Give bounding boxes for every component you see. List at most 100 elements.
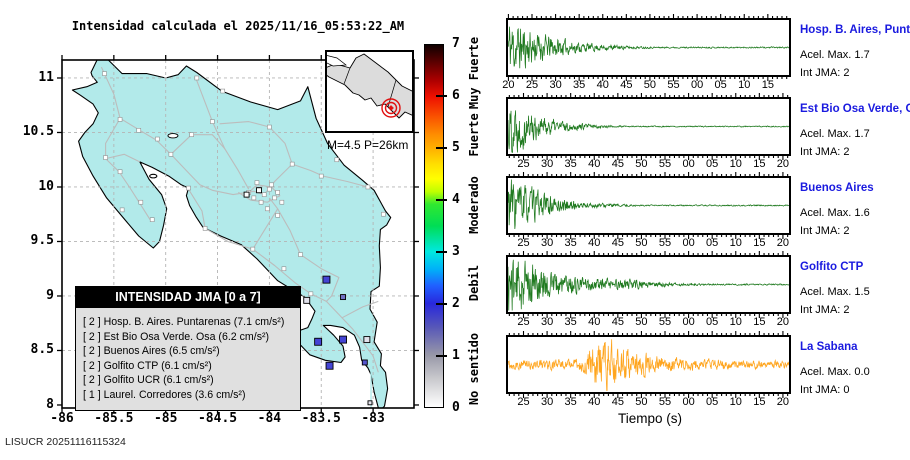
map-y-tick-label: 11 — [38, 69, 54, 85]
waveform-acel-max: Acel. Max. 0.0 — [800, 366, 870, 378]
map-x-tick-label: -83.5 — [301, 411, 341, 426]
colorbar-tick — [436, 147, 447, 149]
waveform-trace — [508, 110, 789, 154]
waveform-tick-label: 05 — [706, 396, 719, 408]
station-markers — [102, 71, 386, 297]
map-x-tick-label: -84.5 — [197, 411, 238, 426]
inset-map-graphic — [324, 53, 415, 119]
waveform-plot-1 — [506, 93, 791, 160]
waveform-trace — [508, 26, 789, 69]
station-dot — [202, 226, 208, 231]
map-x-tick-label: -83 — [361, 411, 385, 426]
waveform-tick-label: 20 — [776, 237, 790, 249]
waveform-tick-label: 10 — [729, 237, 742, 249]
waveform-tick-label: 25 — [517, 396, 530, 408]
waveform-tick-label: 40 — [588, 316, 601, 328]
legend-item: [ 2 ] Est Bio Osa Verde. Osa (6.2 cm/s²) — [83, 330, 270, 343]
station-dot — [269, 182, 274, 188]
epicenter-icon — [381, 98, 401, 118]
waveform-tick-label: 55 — [658, 237, 672, 249]
waveform-tick-label: 25 — [525, 79, 539, 91]
waveform-tick-label: 15 — [753, 396, 766, 408]
colorbar-tick-label: 5 — [452, 140, 460, 155]
waveform-acel-max: Acel. Max. 1.5 — [800, 286, 870, 298]
region-inset-map — [324, 50, 415, 133]
waveform-tick-label: 40 — [588, 396, 601, 408]
waveform-tick-label: 45 — [611, 237, 624, 249]
waveform-station-label: La Sabana — [800, 341, 858, 353]
station-dot — [275, 190, 280, 195]
waveform-tick-label: 30 — [540, 316, 554, 328]
station-dot — [272, 195, 277, 201]
intensity-station-jma-1 — [367, 400, 373, 406]
station-dot — [289, 161, 295, 167]
waveform-station-label: Golfito CTP — [800, 261, 864, 273]
waveform-ticks — [508, 172, 789, 239]
map-y-tick-label: 10.5 — [22, 124, 54, 140]
colorbar-tick-label: 4 — [452, 192, 460, 207]
waveform-plot-2 — [506, 172, 791, 239]
waveform-tick-label: 10 — [729, 396, 742, 408]
station-dot — [334, 157, 340, 163]
station-dot — [138, 199, 144, 205]
waveform-tick-label: 50 — [635, 158, 648, 170]
station-dot — [149, 217, 155, 222]
colorbar-tick — [436, 251, 447, 253]
waveform-station-label: Est Bio Osa Verde, Osa — [800, 103, 910, 115]
colorbar-tick-label: 3 — [452, 244, 460, 259]
station-dot — [102, 71, 107, 76]
station-dot — [365, 184, 371, 190]
legend-item: [ 2 ] Golfito UCR (6.1 cm/s²) — [83, 374, 214, 387]
colorbar-category-label: Moderado — [467, 176, 481, 235]
waveform-tick-label: 20 — [502, 79, 515, 91]
waveform-ticks — [508, 93, 789, 160]
station-dot — [194, 75, 200, 81]
waveform-tick-label: 10 — [738, 79, 751, 91]
station-dot — [275, 213, 280, 218]
waveform-tick-label: 10 — [729, 158, 742, 170]
station-dot — [308, 291, 314, 297]
lake-arenal — [167, 133, 179, 139]
waveform-int-jma: Int JMA: 2 — [800, 67, 850, 79]
event-magnitude-depth-label: M=4.5 P=26km — [327, 138, 409, 152]
intensity-station-jma-2 — [325, 361, 334, 370]
waveform-int-jma: Int JMA: 2 — [800, 304, 850, 316]
waveform-tick-label: 05 — [706, 237, 719, 249]
station-dot — [298, 252, 303, 257]
waveform-tick-label: 05 — [706, 158, 719, 170]
station-dot — [210, 119, 215, 124]
waveform-tick-label: 45 — [611, 158, 624, 170]
waveform-tick-label: 15 — [753, 316, 766, 328]
station-dot — [119, 207, 125, 213]
colorbar-tick — [436, 95, 447, 97]
waveform-trace — [508, 259, 789, 311]
intensity-station-jma-0 — [256, 187, 262, 194]
intensity-legend: INTENSIDAD JMA [0 a 7] [ 2 ] Hosp. B. Ai… — [75, 286, 301, 411]
waveform-tick-label: 35 — [564, 158, 577, 170]
waveform-tick-label: 00 — [682, 237, 695, 249]
station-dot — [267, 124, 272, 130]
map-x-tick-label: -85.5 — [94, 411, 134, 426]
waveform-tick-label: 25 — [517, 237, 530, 249]
station-dot — [265, 206, 270, 212]
colorbar-category-label: Muy Fuerte — [467, 36, 481, 109]
colorbar-tick-label: 2 — [452, 296, 460, 311]
waveform-ticks — [508, 251, 789, 318]
waveform-tick-label: 30 — [540, 237, 554, 249]
waveform-tick-label: 40 — [588, 158, 601, 170]
waveform-plot-3 — [506, 251, 791, 318]
station-dot — [258, 199, 264, 205]
waveform-tick-label: 55 — [658, 158, 672, 170]
intensity-station-jma-2 — [361, 359, 368, 366]
waveform-tick-label: 00 — [682, 316, 695, 328]
map-x-tick-label: -85 — [153, 411, 178, 426]
colorbar-tick-label: 1 — [452, 348, 460, 363]
costa-rica-landmass — [71, 60, 392, 408]
intensity-colorbar — [424, 44, 444, 408]
colorbar-tick — [436, 303, 447, 305]
legend-item: [ 2 ] Hosp. B. Aires. Puntarenas (7.1 cm… — [83, 316, 285, 328]
intensity-station-jma-0 — [243, 191, 250, 198]
intensity-station-jma-2 — [340, 294, 346, 301]
waveform-tick-label: 15 — [761, 79, 774, 91]
